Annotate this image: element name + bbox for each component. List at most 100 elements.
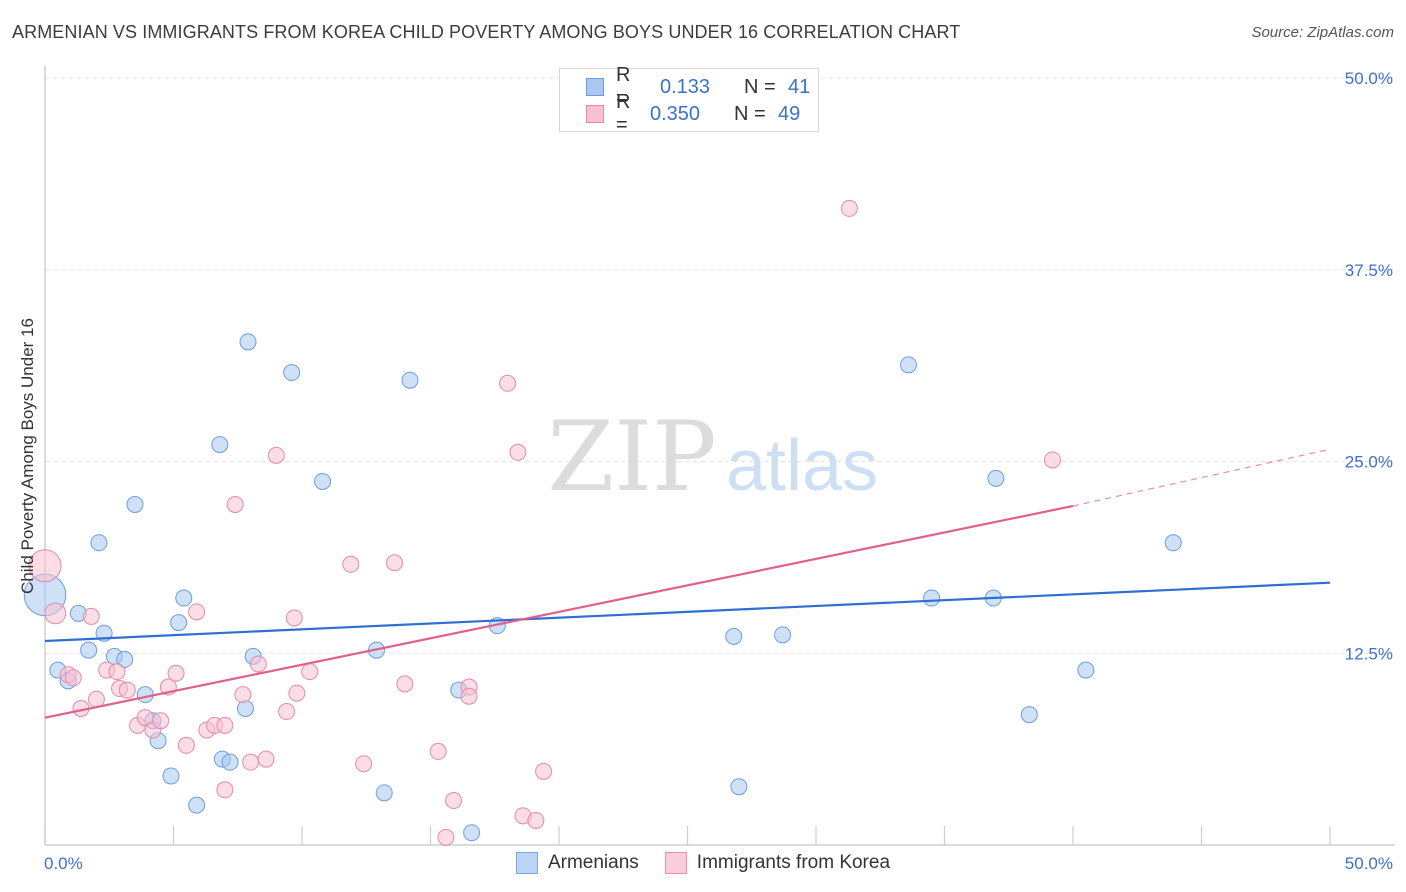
point-korea [386,554,404,572]
point-korea [267,446,285,464]
point-armenians [211,436,229,454]
point-armenians [170,614,188,632]
point-korea [288,684,306,702]
trendline-korea [44,504,1074,719]
trendline-korea-extension [1072,448,1331,507]
point-korea [108,663,126,681]
legend-item-korea: Immigrants from Korea [664,852,891,874]
x-tick-label: 0.0% [44,854,83,873]
point-korea [429,742,447,760]
point-korea [527,811,545,829]
point-armenians [923,589,941,607]
point-armenians [80,641,98,659]
point-korea [226,495,244,513]
chart-title: ARMENIAN VS IMMIGRANTS FROM KOREA CHILD … [12,22,961,42]
point-korea [64,669,82,687]
point-armenians [774,626,792,644]
legend-r-value: 0.350 [650,102,701,125]
watermark-zip: ZIP [547,401,716,513]
y-tick-label: 37.5% [1345,261,1393,280]
point-korea [82,607,100,625]
point-korea [285,609,303,627]
x-tick-label: 50.0% [1345,854,1393,873]
series-legend: Armenians Immigrants from Korea [0,852,1406,874]
legend-n-value: 41 [788,75,811,98]
legend-swatch-armenians [586,78,604,96]
y-tick-label: 12.5% [1345,644,1393,663]
legend-row-korea: R = 0.350 N = 49 [586,91,801,136]
point-armenians [221,753,239,771]
point-korea [1043,451,1061,469]
legend-n-label: N = [744,75,776,98]
watermark: ZIP atlas [547,401,878,513]
point-korea [257,750,275,768]
axes [44,66,1395,846]
legend-swatch-korea [586,105,604,123]
point-korea [167,664,185,682]
point-armenians [90,534,108,552]
point-korea [28,549,62,583]
point-korea [342,555,360,573]
point-armenians [730,778,748,796]
point-armenians [725,627,743,645]
legend-r-label: R = [616,91,631,136]
legend-n-label: N = [734,102,766,125]
point-korea [249,655,267,673]
point-armenians [162,767,180,785]
point-armenians [126,495,144,513]
point-armenians [1164,534,1182,552]
trendline-armenians [44,581,1331,643]
point-korea [535,762,553,780]
point-korea [44,602,67,625]
point-armenians [283,364,301,382]
point-korea [509,443,527,461]
point-korea [499,374,517,392]
source-label: Source: ZipAtlas.com [1251,24,1394,41]
correlation-legend: R = 0.133 N = 41 R = 0.350 N = 49 [559,64,819,136]
trend-lines [44,448,1331,719]
point-korea [152,712,170,730]
watermark-atlas: atlas [726,426,878,506]
legend-row-armenians: R = 0.133 N = 41 [586,64,811,109]
point-korea [278,703,296,721]
y-tick-label: 25.0% [1345,453,1393,472]
point-armenians [1020,706,1038,724]
point-korea [216,716,234,734]
point-korea [188,603,206,621]
point-korea [177,736,195,754]
point-armenians [401,371,419,389]
tick-labels: 12.5% 25.0% 37.5% 50.0% 0.0% 50.0% [44,69,1393,873]
point-armenians [188,796,206,814]
legend-label-korea: Immigrants from Korea [696,852,891,873]
legend-label-armenians: Armenians [547,852,639,873]
y-tick-label: 50.0% [1345,69,1393,88]
legend-r-label: R = [616,64,631,109]
point-armenians [236,699,254,717]
data-points [23,199,1182,846]
legend-swatch-armenians [515,852,538,874]
point-korea [242,753,260,771]
y-axis-label: Child Poverty Among Boys Under 16 [18,318,37,594]
legend-r-value: 0.133 [660,75,711,98]
point-armenians [900,356,918,374]
point-korea [396,675,414,693]
point-armenians [314,472,332,490]
point-armenians [239,333,257,351]
grid-lines [45,77,1395,654]
point-armenians [175,589,193,607]
point-korea [460,687,478,705]
point-korea [118,681,136,699]
point-korea [437,828,455,846]
point-korea [840,199,858,217]
point-armenians [375,784,393,802]
point-korea [234,686,252,704]
legend-item-armenians: Armenians [515,852,639,874]
point-armenians [987,469,1005,487]
point-armenians [1077,661,1095,679]
point-armenians [116,650,134,668]
legend-n-value: 49 [778,102,801,125]
point-korea [355,755,373,773]
point-armenians [463,824,481,842]
legend-swatch-korea [664,852,687,874]
